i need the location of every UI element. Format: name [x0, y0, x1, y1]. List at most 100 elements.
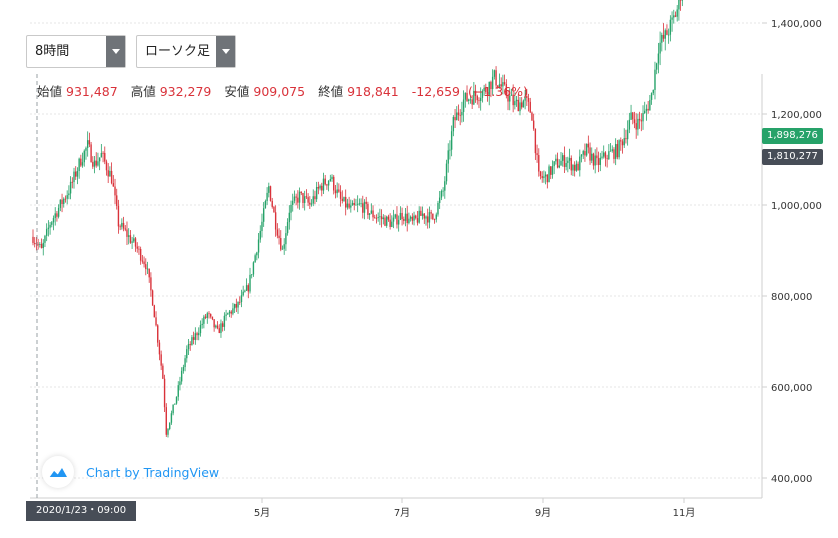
candle-body — [678, 0, 680, 10]
candle-body — [339, 191, 342, 199]
candle-body — [650, 93, 653, 100]
candle-body — [486, 92, 489, 95]
candle-body — [613, 149, 615, 159]
candle-body — [515, 99, 518, 102]
candle-body — [604, 152, 607, 159]
candle-body — [319, 185, 321, 189]
candle-body — [418, 210, 420, 223]
candle-body — [621, 141, 624, 146]
candle-body — [573, 165, 576, 171]
candle-body — [512, 94, 514, 106]
candle-body — [201, 323, 203, 326]
candle-body — [582, 151, 584, 155]
candle-body — [107, 170, 109, 177]
candle-body — [645, 108, 648, 111]
candle-body — [228, 311, 231, 314]
chart-type-dropdown[interactable]: ローソク足 — [136, 35, 236, 68]
candle-body — [114, 186, 116, 196]
candle-body — [163, 378, 166, 408]
candle-body — [213, 319, 215, 328]
candle-body — [83, 150, 85, 163]
candle-body — [351, 202, 354, 206]
candle-body — [585, 143, 588, 156]
candle-body — [589, 147, 591, 161]
candle-body — [47, 227, 50, 229]
candle-body — [509, 95, 511, 102]
candle-body — [146, 268, 149, 270]
candle-body — [664, 30, 666, 39]
candle-body — [105, 161, 108, 171]
candle-body — [681, 0, 684, 1]
candle-body — [75, 171, 77, 177]
candle-body — [309, 202, 311, 205]
x-tick-label: 11月 — [673, 507, 696, 519]
high-value: 932,279 — [159, 84, 212, 99]
candle-body — [635, 123, 637, 130]
candle-body — [365, 201, 367, 204]
candle-body — [278, 235, 280, 239]
candle-body — [124, 228, 126, 230]
chart-grid — [30, 22, 762, 479]
candle-body — [71, 181, 74, 183]
candle-body — [459, 114, 461, 116]
candle-body — [346, 203, 349, 208]
candle-body — [505, 84, 508, 96]
x-tick-label: 7月 — [394, 507, 410, 519]
candle-body — [519, 102, 521, 112]
candle-body — [553, 161, 555, 167]
candle-body — [403, 219, 405, 221]
candle-body — [565, 163, 567, 167]
candle-body — [348, 203, 350, 208]
candle-body — [116, 195, 118, 206]
candle-body — [674, 15, 677, 17]
candle-body — [327, 180, 330, 186]
candle-body — [360, 203, 362, 205]
candle-body — [307, 197, 309, 203]
interval-dropdown[interactable]: 8時間 — [26, 35, 126, 68]
candle-body — [302, 193, 304, 203]
candle-body — [261, 221, 263, 232]
candle-body — [517, 99, 519, 112]
candle-body — [416, 218, 419, 223]
candle-body — [206, 313, 208, 318]
ohlc-legend: 始値 931,487 高値 932,279 安値 909,075 終値 918,… — [37, 81, 537, 100]
crosshair-price-tag: 1,810,277 — [762, 149, 823, 165]
candle-body — [372, 210, 374, 218]
candle-body — [180, 370, 183, 382]
candle-body — [420, 210, 422, 216]
candle-body — [150, 277, 152, 291]
candle-body — [54, 213, 56, 219]
candle-body — [642, 113, 644, 122]
candle-body — [134, 238, 137, 247]
candle-body — [415, 215, 417, 219]
candle-body — [57, 207, 60, 217]
candle-body — [88, 140, 91, 145]
chevron-down-icon[interactable] — [106, 36, 125, 67]
candle-body — [522, 100, 525, 108]
candle-body — [450, 131, 453, 150]
candle-body — [406, 213, 408, 224]
candle-body — [192, 337, 195, 340]
candle-body — [498, 84, 501, 88]
candle-body — [628, 119, 631, 130]
candle-body — [520, 102, 523, 108]
candle-body — [495, 70, 497, 86]
candle-body — [86, 140, 89, 148]
candle-body — [52, 218, 55, 223]
candle-body — [151, 290, 154, 306]
candle-body — [110, 170, 113, 184]
candle-body — [310, 203, 313, 205]
candle-body — [389, 219, 391, 227]
chevron-down-icon[interactable] — [216, 36, 235, 67]
candle-body — [491, 76, 494, 90]
candle-body — [235, 304, 238, 308]
tradingview-watermark[interactable]: Chart by TradingView — [42, 456, 219, 488]
y-tick-label: 1,400,000 — [771, 19, 822, 30]
candle-body — [334, 190, 337, 194]
candle-body — [413, 215, 415, 221]
candle-body — [221, 323, 224, 327]
candle-body — [257, 239, 260, 253]
candle-body — [208, 313, 210, 315]
candle-body — [534, 128, 537, 154]
